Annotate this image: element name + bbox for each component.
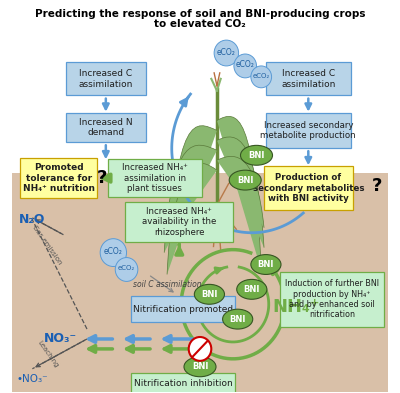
- FancyBboxPatch shape: [131, 373, 235, 393]
- FancyBboxPatch shape: [131, 296, 235, 322]
- Text: Leaching: Leaching: [36, 339, 59, 369]
- Bar: [12, 173, 388, 391]
- Text: Increased secondary
metabolite production: Increased secondary metabolite productio…: [260, 121, 356, 140]
- Text: BNI: BNI: [230, 315, 246, 323]
- PathPatch shape: [172, 163, 217, 233]
- Ellipse shape: [237, 279, 267, 299]
- Text: soil C assimilation: soil C assimilation: [133, 280, 201, 289]
- Text: Increased C
assimilation: Increased C assimilation: [79, 69, 133, 88]
- Text: BNI: BNI: [258, 260, 274, 269]
- Circle shape: [189, 337, 211, 361]
- Ellipse shape: [194, 285, 224, 304]
- FancyBboxPatch shape: [266, 113, 351, 148]
- FancyBboxPatch shape: [125, 202, 234, 242]
- FancyBboxPatch shape: [108, 159, 202, 197]
- FancyBboxPatch shape: [66, 62, 146, 95]
- Circle shape: [115, 257, 138, 281]
- Text: Predicting the response of soil and BNI-producing crops: Predicting the response of soil and BNI-…: [35, 9, 365, 19]
- Text: Gas emission: Gas emission: [32, 224, 63, 265]
- Text: eCO₂: eCO₂: [236, 61, 255, 70]
- Ellipse shape: [240, 145, 272, 165]
- Ellipse shape: [251, 255, 281, 274]
- Text: Increased NH₄⁺
assimilation in
plant tissues: Increased NH₄⁺ assimilation in plant tis…: [122, 163, 188, 193]
- Text: Nitrification inhibition: Nitrification inhibition: [134, 379, 232, 388]
- Text: Increased NH₄⁺
availability in the
rhizosphere: Increased NH₄⁺ availability in the rhizo…: [142, 207, 216, 237]
- FancyBboxPatch shape: [66, 113, 146, 142]
- Text: BNI: BNI: [201, 290, 218, 299]
- Text: Induction of further BNI
production by NH₄⁺
and by enhanced soil
nitrification: Induction of further BNI production by N…: [285, 279, 379, 320]
- Circle shape: [234, 54, 256, 78]
- Text: ?: ?: [97, 169, 107, 187]
- Text: ?: ?: [372, 177, 382, 195]
- PathPatch shape: [167, 126, 217, 274]
- Ellipse shape: [229, 170, 261, 190]
- Circle shape: [214, 40, 239, 66]
- PathPatch shape: [164, 145, 217, 253]
- Text: BNI: BNI: [237, 176, 253, 185]
- Ellipse shape: [223, 309, 253, 329]
- FancyBboxPatch shape: [20, 158, 97, 198]
- Circle shape: [251, 66, 272, 88]
- Text: BNI: BNI: [248, 151, 265, 160]
- Text: eCO₂: eCO₂: [252, 73, 270, 79]
- Text: BNI: BNI: [192, 362, 208, 371]
- Text: •NO₃⁻: •NO₃⁻: [16, 374, 48, 384]
- FancyBboxPatch shape: [264, 166, 353, 210]
- PathPatch shape: [217, 137, 264, 248]
- Text: Increased C
assimilation: Increased C assimilation: [281, 69, 336, 88]
- Ellipse shape: [184, 357, 216, 377]
- Circle shape: [100, 239, 126, 266]
- Text: NO₃⁻: NO₃⁻: [44, 332, 77, 345]
- Text: Production of
secondary metabolites
with BNI activity: Production of secondary metabolites with…: [252, 173, 364, 203]
- Text: Increased N
demand: Increased N demand: [79, 118, 133, 137]
- Text: eCO₂: eCO₂: [118, 266, 135, 272]
- Text: eCO₂: eCO₂: [104, 247, 123, 256]
- Text: eCO₂: eCO₂: [217, 48, 236, 57]
- Text: BNI: BNI: [244, 285, 260, 294]
- Text: NH₄⁺: NH₄⁺: [272, 298, 320, 316]
- PathPatch shape: [217, 156, 264, 228]
- Text: N₂O: N₂O: [19, 213, 46, 226]
- Text: Nitrification promoted: Nitrification promoted: [133, 305, 233, 314]
- PathPatch shape: [217, 116, 261, 270]
- FancyBboxPatch shape: [266, 62, 351, 95]
- FancyBboxPatch shape: [280, 272, 384, 327]
- Text: to elevated CO₂: to elevated CO₂: [154, 19, 246, 29]
- Text: Promoted
tolerance for
NH₄⁺ nutrition: Promoted tolerance for NH₄⁺ nutrition: [23, 163, 95, 193]
